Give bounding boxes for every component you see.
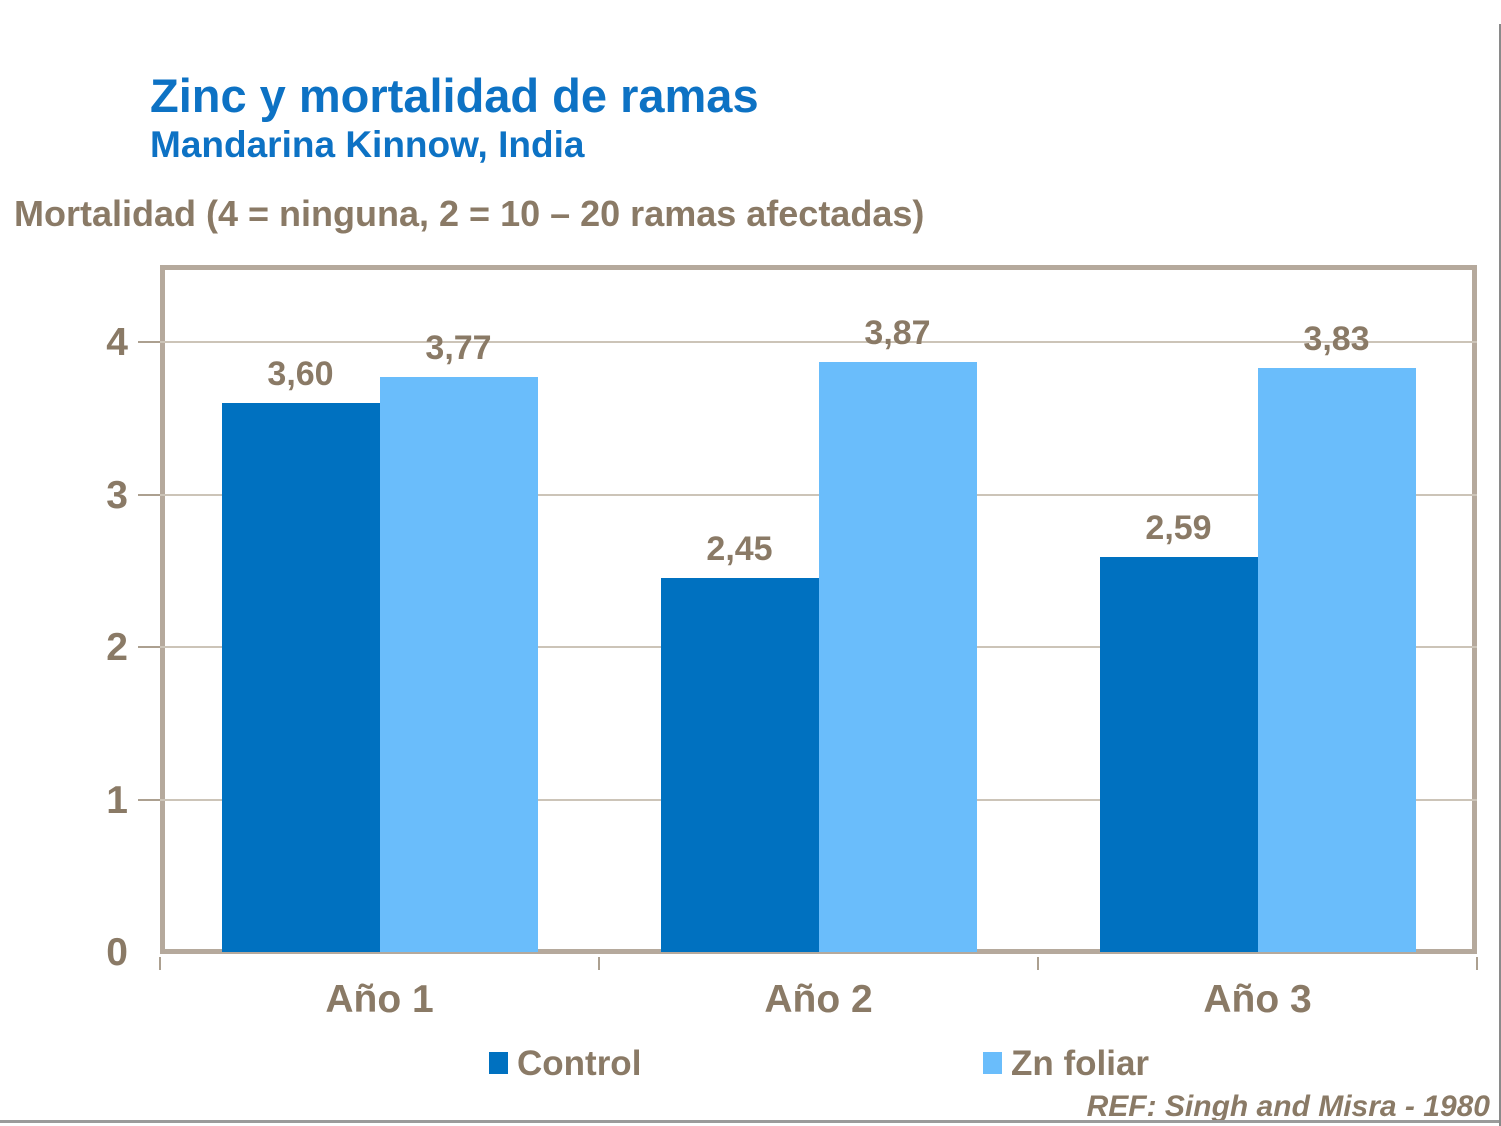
window-bottom-edge <box>0 1120 1501 1123</box>
bar-control <box>221 403 380 952</box>
bar-value-label: 2,45 <box>706 530 773 569</box>
chart-subtitle: Mandarina Kinnow, India <box>150 124 585 165</box>
y-axis-tick <box>138 646 160 648</box>
x-axis-tick <box>159 957 161 970</box>
x-category-label: Año 2 <box>764 978 873 1021</box>
bar-value-label: 3,87 <box>864 313 931 352</box>
x-axis-tick <box>598 957 600 970</box>
bar-zn-foliar <box>818 361 977 952</box>
x-category-label: Año 1 <box>325 978 434 1021</box>
bar-control <box>660 578 819 952</box>
bar-control <box>1099 557 1258 952</box>
legend-label-control: Control <box>517 1043 642 1083</box>
legend-item-control: Control <box>489 1043 642 1083</box>
bar-value-label: 3,83 <box>1303 319 1370 358</box>
y-axis-tick <box>138 798 160 801</box>
legend-swatch-zn-foliar-icon <box>983 1052 1002 1074</box>
gridline <box>160 341 1477 343</box>
y-tick-label: 0 <box>106 931 128 974</box>
bar-value-label: 3,77 <box>425 329 492 368</box>
y-tick-label: 4 <box>106 321 128 364</box>
window-right-edge <box>1499 24 1501 1126</box>
bar-value-label: 3,60 <box>267 355 334 393</box>
y-tick-label: 2 <box>106 626 128 669</box>
chart-title: Zinc y mortalidad de ramas <box>150 69 759 122</box>
bar-value-label: 2,59 <box>1145 509 1212 548</box>
legend-swatch-control-icon <box>489 1052 508 1074</box>
y-axis-tick <box>138 493 160 496</box>
x-axis-tick <box>1476 957 1478 970</box>
legend-label-zn-foliar: Zn foliar <box>1011 1043 1150 1083</box>
y-axis-tick <box>138 341 160 343</box>
reference-text: REF: Singh and Misra - 1980 <box>1086 1090 1490 1123</box>
bar-zn-foliar <box>379 377 538 952</box>
x-axis-tick <box>1037 957 1039 970</box>
y-axis-caption: Mortalidad (4 = ninguna, 2 = 10 – 20 ram… <box>14 193 925 234</box>
legend-item-zn-foliar: Zn foliar <box>983 1043 1150 1083</box>
y-tick-label: 1 <box>106 778 128 822</box>
bar-zn-foliar <box>1257 367 1416 952</box>
y-tick-label: 3 <box>106 473 128 517</box>
x-category-label: Año 3 <box>1203 978 1312 1021</box>
